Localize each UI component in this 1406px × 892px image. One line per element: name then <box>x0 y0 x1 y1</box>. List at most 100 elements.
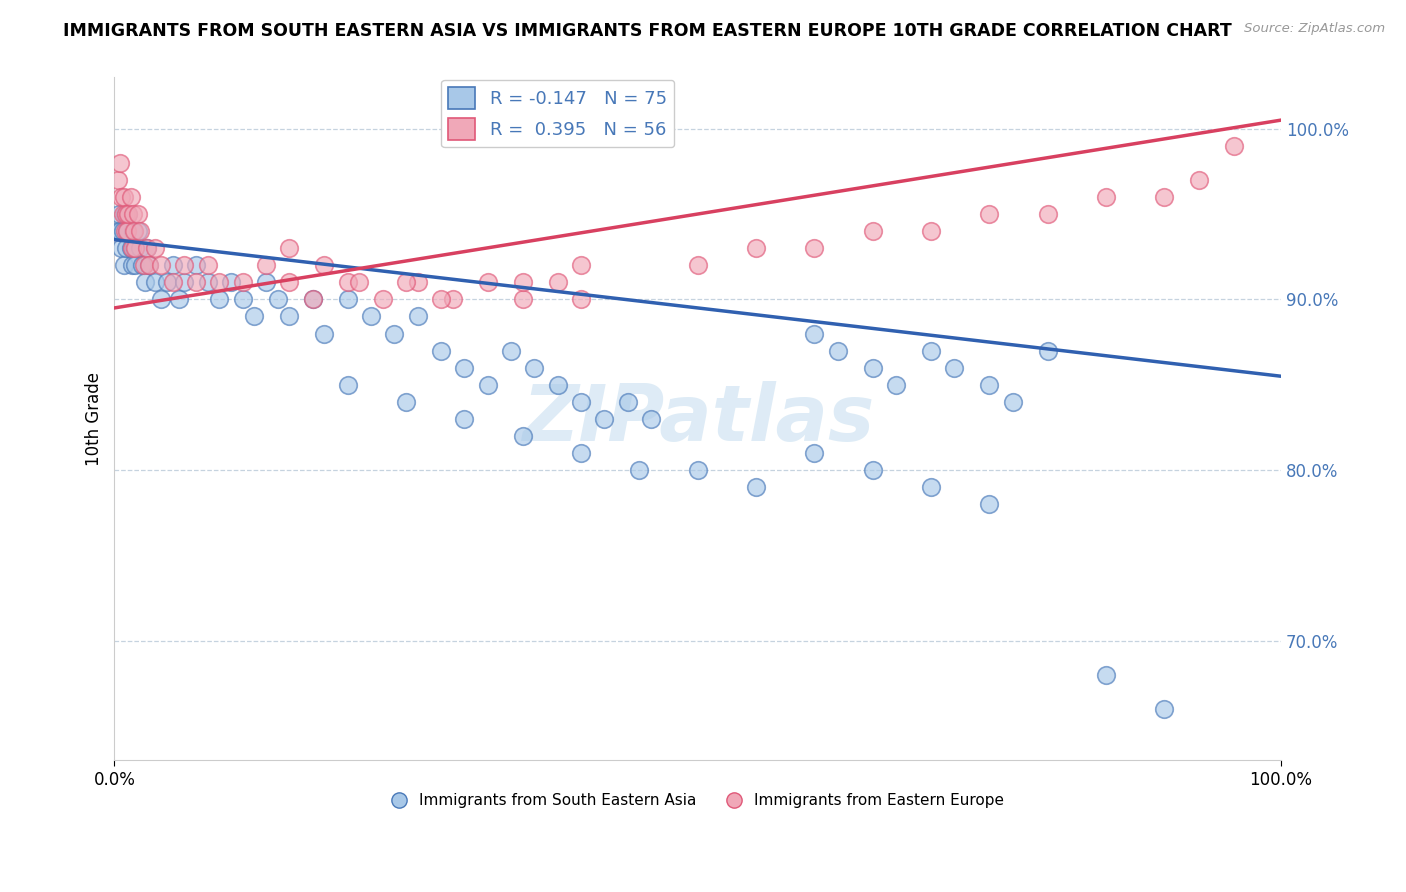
Point <box>349 276 371 290</box>
Point <box>616 394 638 409</box>
Point <box>143 241 166 255</box>
Text: Source: ZipAtlas.com: Source: ZipAtlas.com <box>1244 22 1385 36</box>
Point <box>395 394 418 409</box>
Point <box>132 258 155 272</box>
Point <box>127 207 149 221</box>
Point <box>197 276 219 290</box>
Point <box>1095 668 1118 682</box>
Point <box>122 224 145 238</box>
Point <box>112 190 135 204</box>
Point <box>920 480 942 494</box>
Point <box>134 276 156 290</box>
Point <box>111 207 134 221</box>
Point <box>120 241 142 255</box>
Point <box>477 276 499 290</box>
Point <box>1188 173 1211 187</box>
Point <box>108 207 131 221</box>
Point <box>512 429 534 443</box>
Point <box>117 207 139 221</box>
Point <box>1036 343 1059 358</box>
Point <box>453 412 475 426</box>
Point <box>1153 702 1175 716</box>
Point <box>232 276 254 290</box>
Legend: Immigrants from South Eastern Asia, Immigrants from Eastern Europe: Immigrants from South Eastern Asia, Immi… <box>385 787 1011 814</box>
Point <box>1001 394 1024 409</box>
Point <box>569 394 592 409</box>
Point <box>114 207 136 221</box>
Point <box>122 207 145 221</box>
Point <box>115 241 138 255</box>
Point <box>197 258 219 272</box>
Point <box>110 156 132 170</box>
Point <box>107 224 129 238</box>
Point <box>547 377 569 392</box>
Text: IMMIGRANTS FROM SOUTH EASTERN ASIA VS IMMIGRANTS FROM EASTERN EUROPE 10TH GRADE : IMMIGRANTS FROM SOUTH EASTERN ASIA VS IM… <box>63 22 1232 40</box>
Point <box>162 276 184 290</box>
Point <box>943 360 966 375</box>
Point <box>569 446 592 460</box>
Point <box>162 258 184 272</box>
Point <box>107 173 129 187</box>
Point <box>453 360 475 375</box>
Point <box>111 224 134 238</box>
Point <box>267 293 290 307</box>
Point <box>120 190 142 204</box>
Point <box>360 310 382 324</box>
Point <box>117 224 139 238</box>
Point <box>243 310 266 324</box>
Point <box>278 276 301 290</box>
Point <box>124 241 146 255</box>
Point <box>862 360 884 375</box>
Point <box>1095 190 1118 204</box>
Point <box>1153 190 1175 204</box>
Point <box>143 276 166 290</box>
Point <box>136 241 159 255</box>
Point <box>129 224 152 238</box>
Point <box>499 343 522 358</box>
Point <box>1036 207 1059 221</box>
Point <box>803 241 825 255</box>
Point <box>208 276 231 290</box>
Point <box>884 377 907 392</box>
Point <box>979 207 1001 221</box>
Point <box>512 276 534 290</box>
Point <box>1223 138 1246 153</box>
Point <box>406 310 429 324</box>
Point <box>827 343 849 358</box>
Point <box>686 463 709 477</box>
Point <box>301 293 323 307</box>
Point <box>745 480 768 494</box>
Point <box>371 293 394 307</box>
Point <box>129 241 152 255</box>
Point <box>110 224 132 238</box>
Point <box>131 258 153 272</box>
Point <box>278 241 301 255</box>
Point <box>110 190 132 204</box>
Point <box>569 258 592 272</box>
Point <box>115 207 138 221</box>
Point <box>803 326 825 341</box>
Point <box>117 224 139 238</box>
Point <box>441 293 464 307</box>
Point <box>114 224 136 238</box>
Point <box>117 207 139 221</box>
Point <box>110 241 132 255</box>
Point <box>430 343 453 358</box>
Point <box>150 293 173 307</box>
Point <box>745 241 768 255</box>
Point <box>395 276 418 290</box>
Point <box>686 258 709 272</box>
Point <box>547 276 569 290</box>
Point <box>382 326 405 341</box>
Point <box>232 293 254 307</box>
Text: ZIPatlas: ZIPatlas <box>522 381 873 457</box>
Point <box>920 343 942 358</box>
Point <box>569 293 592 307</box>
Point <box>512 293 534 307</box>
Point <box>430 293 453 307</box>
Point <box>122 241 145 255</box>
Point <box>278 310 301 324</box>
Point <box>336 293 359 307</box>
Point <box>127 224 149 238</box>
Point <box>150 258 173 272</box>
